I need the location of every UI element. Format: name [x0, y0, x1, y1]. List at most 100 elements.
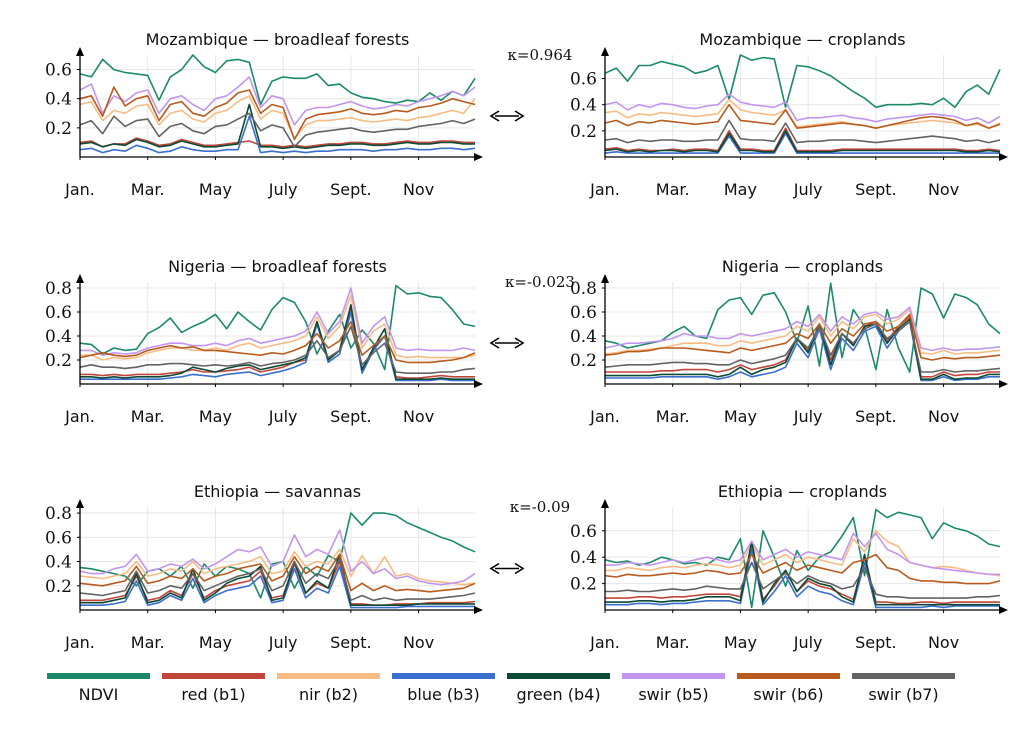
series-lines — [604, 508, 1001, 609]
x-tick-label: July — [793, 180, 823, 199]
y-tick-label: 0.4 — [45, 553, 72, 573]
x-axis-arrow-icon — [999, 153, 1008, 161]
series-lines — [604, 282, 1001, 382]
y-tick-label: 0.8 — [45, 504, 72, 524]
series-line-swir-b6 — [79, 320, 476, 364]
x-tick-label: Mar. — [656, 633, 690, 652]
x-tick-label: Sept. — [855, 407, 897, 426]
x-tick-label: Mar. — [131, 180, 165, 199]
x-tick-label: May — [724, 180, 757, 199]
kappa-label: κ=0.964 — [508, 46, 573, 64]
series-line-swir-b6 — [604, 313, 1001, 361]
series-line-swir-b6 — [79, 86, 476, 141]
legend-swatch — [622, 673, 725, 679]
series-line-swir-b5 — [605, 532, 1000, 576]
series-line-swir-b6 — [604, 103, 1001, 129]
y-tick-label: 0.6 — [45, 303, 72, 323]
series-line-ndvi — [604, 54, 1001, 109]
x-tick-label: May — [199, 407, 232, 426]
y-axis-arrow-icon — [601, 499, 609, 508]
legend-item: swir (b6) — [737, 673, 840, 704]
legend-swatch — [852, 673, 955, 679]
legend-label: nir (b2) — [299, 685, 358, 704]
series-lines — [604, 54, 1001, 154]
series-lines — [79, 54, 476, 154]
y-tick-label: 0.4 — [45, 90, 72, 110]
y-tick-label: 0.4 — [570, 96, 597, 116]
series-line-nir-b2 — [604, 308, 1001, 355]
x-tick-label: Sept. — [330, 180, 372, 199]
legend-label: red (b1) — [181, 685, 245, 704]
legend-swatch — [47, 673, 150, 679]
x-tick-label: Sept. — [855, 180, 897, 199]
x-tick-label: July — [268, 407, 298, 426]
legend-label: blue (b3) — [407, 685, 480, 704]
legend-swatch — [162, 673, 265, 679]
legend-item: swir (b5) — [622, 673, 725, 704]
series-line-swir-b5 — [79, 76, 476, 126]
x-tick-label: May — [199, 180, 232, 199]
legend: NDVI red (b1) nir (b2) blue (b3) green (b4) s… — [47, 673, 955, 704]
series-line-nir-b2 — [604, 98, 1001, 129]
y-tick-label: 0.2 — [45, 577, 72, 597]
x-tick-label: Mar. — [656, 180, 690, 199]
y-axis-arrow-icon — [601, 47, 609, 56]
chart-panels: 0.2 0.4 0.6 Jan. Mar. May July Sept. Nov Mozambiq… — [45, 30, 1008, 652]
series-line-nir-b2 — [79, 548, 476, 586]
panel-title: Ethiopia — savannas — [194, 482, 361, 501]
x-tick-label: Sept. — [855, 633, 897, 652]
x-tick-label: May — [724, 633, 757, 652]
series-line-green-b4 — [604, 130, 1001, 153]
series-line-swir-b7 — [79, 558, 476, 602]
y-axis-arrow-icon — [76, 47, 84, 56]
series-line-swir-b6 — [79, 553, 476, 593]
x-tick-label: Nov — [403, 407, 434, 426]
y-tick-label: 0.6 — [45, 528, 72, 548]
legend-swatch — [277, 673, 380, 679]
series-line-green-b4 — [80, 303, 475, 381]
panel-title: Ethiopia — croplands — [718, 482, 887, 501]
panel-title: Mozambique — broadleaf forests — [146, 30, 410, 49]
series-line-green-b4 — [79, 103, 475, 150]
x-tick-label: Sept. — [330, 407, 372, 426]
series-line-nir-b2 — [79, 95, 476, 139]
legend-item: blue (b3) — [392, 673, 495, 704]
x-tick-label: Mar. — [131, 407, 165, 426]
grid — [604, 282, 1000, 384]
series-line-blue-b3 — [605, 320, 1000, 382]
legend-item: NDVI — [47, 673, 150, 704]
panel-2: 0.2 0.4 0.6 Jan. Mar. May July Sept. Nov Mozambiq… — [570, 30, 1008, 199]
panel-1: 0.2 0.4 0.6 Jan. Mar. May July Sept. Nov Mozambiq… — [45, 30, 572, 199]
grid — [604, 507, 1000, 610]
panel-5: 0.2 0.4 0.6 0.8 Jan. Mar. May July Sept. Nov Ethio… — [45, 482, 570, 652]
legend-item: red (b1) — [162, 673, 265, 704]
y-tick-label: 0.2 — [45, 351, 72, 371]
series-line-swir-b7 — [604, 320, 1001, 373]
legend-label: swir (b5) — [638, 685, 708, 704]
legend-label: swir (b6) — [753, 685, 823, 704]
y-tick-label: 0.4 — [570, 548, 597, 568]
y-tick-label: 0.8 — [570, 279, 597, 299]
x-tick-label: Jan. — [589, 180, 620, 199]
double-arrow-icon — [489, 562, 525, 575]
series-line-swir-b5 — [80, 287, 476, 357]
y-tick-label: 0.8 — [45, 279, 72, 299]
series-line-swir-b7 — [604, 119, 1001, 144]
series-line-ndvi — [79, 284, 476, 371]
series-line-green-b4 — [80, 553, 475, 607]
y-axis-arrow-icon — [76, 274, 84, 283]
panel-title: Nigeria — croplands — [722, 257, 883, 276]
kappa-label: κ=-0.09 — [510, 498, 570, 516]
legend-swatch — [737, 673, 840, 679]
x-tick-label: Mar. — [656, 407, 690, 426]
series-line-blue-b3 — [80, 565, 475, 609]
series-line-swir-b7 — [605, 561, 1001, 599]
x-axis-arrow-icon — [999, 380, 1008, 388]
y-tick-label: 0.6 — [570, 303, 597, 323]
series-line-red-b1 — [605, 543, 1000, 605]
y-tick-label: 0.2 — [45, 119, 72, 139]
y-axis-arrow-icon — [76, 499, 84, 508]
x-axis-arrow-icon — [474, 606, 483, 614]
x-tick-label: Jan. — [64, 407, 95, 426]
